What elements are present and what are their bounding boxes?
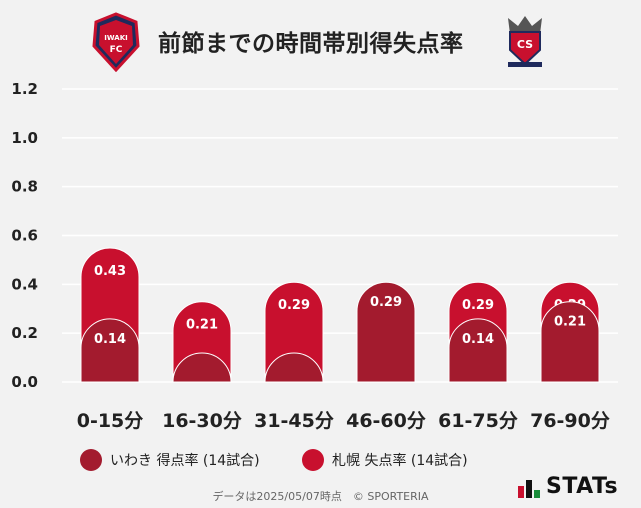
bar-scored <box>356 281 416 383</box>
y-tick-label: 0.2 <box>11 324 38 342</box>
legend-label-conceded: 札幌 失点率 (14試合) <box>332 453 468 469</box>
bar-scored <box>80 318 140 383</box>
legend-swatch-conceded <box>302 449 324 471</box>
data-label-scored: 0.21 <box>554 315 586 330</box>
x-tick-label: 76-90分 <box>530 410 610 432</box>
stats-bar-icon <box>518 480 540 498</box>
y-tick-label: 0.8 <box>11 178 38 196</box>
data-source-note: データは2025/05/07時点 © SPORTERIA <box>212 490 429 503</box>
data-label-conceded: 0.29 <box>462 298 494 313</box>
sapporo-logo: CS <box>508 16 542 67</box>
x-tick-label: 46-60分 <box>346 410 426 432</box>
data-label-scored: 0.29 <box>370 295 402 310</box>
y-tick-label: 0.0 <box>11 373 38 391</box>
legend-label-scored: いわき 得点率 (14試合) <box>110 453 260 469</box>
x-tick-label: 16-30分 <box>162 410 242 432</box>
bar-scored <box>264 352 324 383</box>
bar-scored <box>172 352 232 383</box>
bar-scored <box>448 318 508 383</box>
data-label-conceded: 0.29 <box>278 298 310 313</box>
y-tick-label: 0.6 <box>11 227 38 245</box>
svg-text:IWAKI: IWAKI <box>104 34 127 42</box>
iwaki-fc-logo: IWAKI FC <box>92 12 140 72</box>
chart-title: 前節までの時間帯別得失点率 <box>158 31 464 57</box>
legend-item-conceded: 札幌 失点率 (14試合) <box>302 449 468 471</box>
y-tick-label: 1.0 <box>11 129 38 147</box>
x-tick-label: 0-15分 <box>77 410 144 432</box>
y-tick-label: 1.2 <box>11 80 38 98</box>
legend-swatch-scored <box>80 449 102 471</box>
legend-item-scored: いわき 得点率 (14試合) <box>80 449 260 471</box>
x-tick-label: 31-45分 <box>254 410 334 432</box>
data-label-conceded: 0.43 <box>94 264 126 279</box>
svg-text:CS: CS <box>517 38 533 51</box>
data-label-conceded: 0.21 <box>186 318 218 333</box>
bar-scored <box>540 301 600 383</box>
stats-brand-text: STATs <box>546 474 619 499</box>
y-tick-label: 0.4 <box>11 275 38 293</box>
data-label-scored: 0.14 <box>462 332 494 347</box>
data-label-scored: 0.14 <box>94 332 126 347</box>
x-tick-label: 61-75分 <box>438 410 518 432</box>
svg-text:FC: FC <box>110 45 123 55</box>
